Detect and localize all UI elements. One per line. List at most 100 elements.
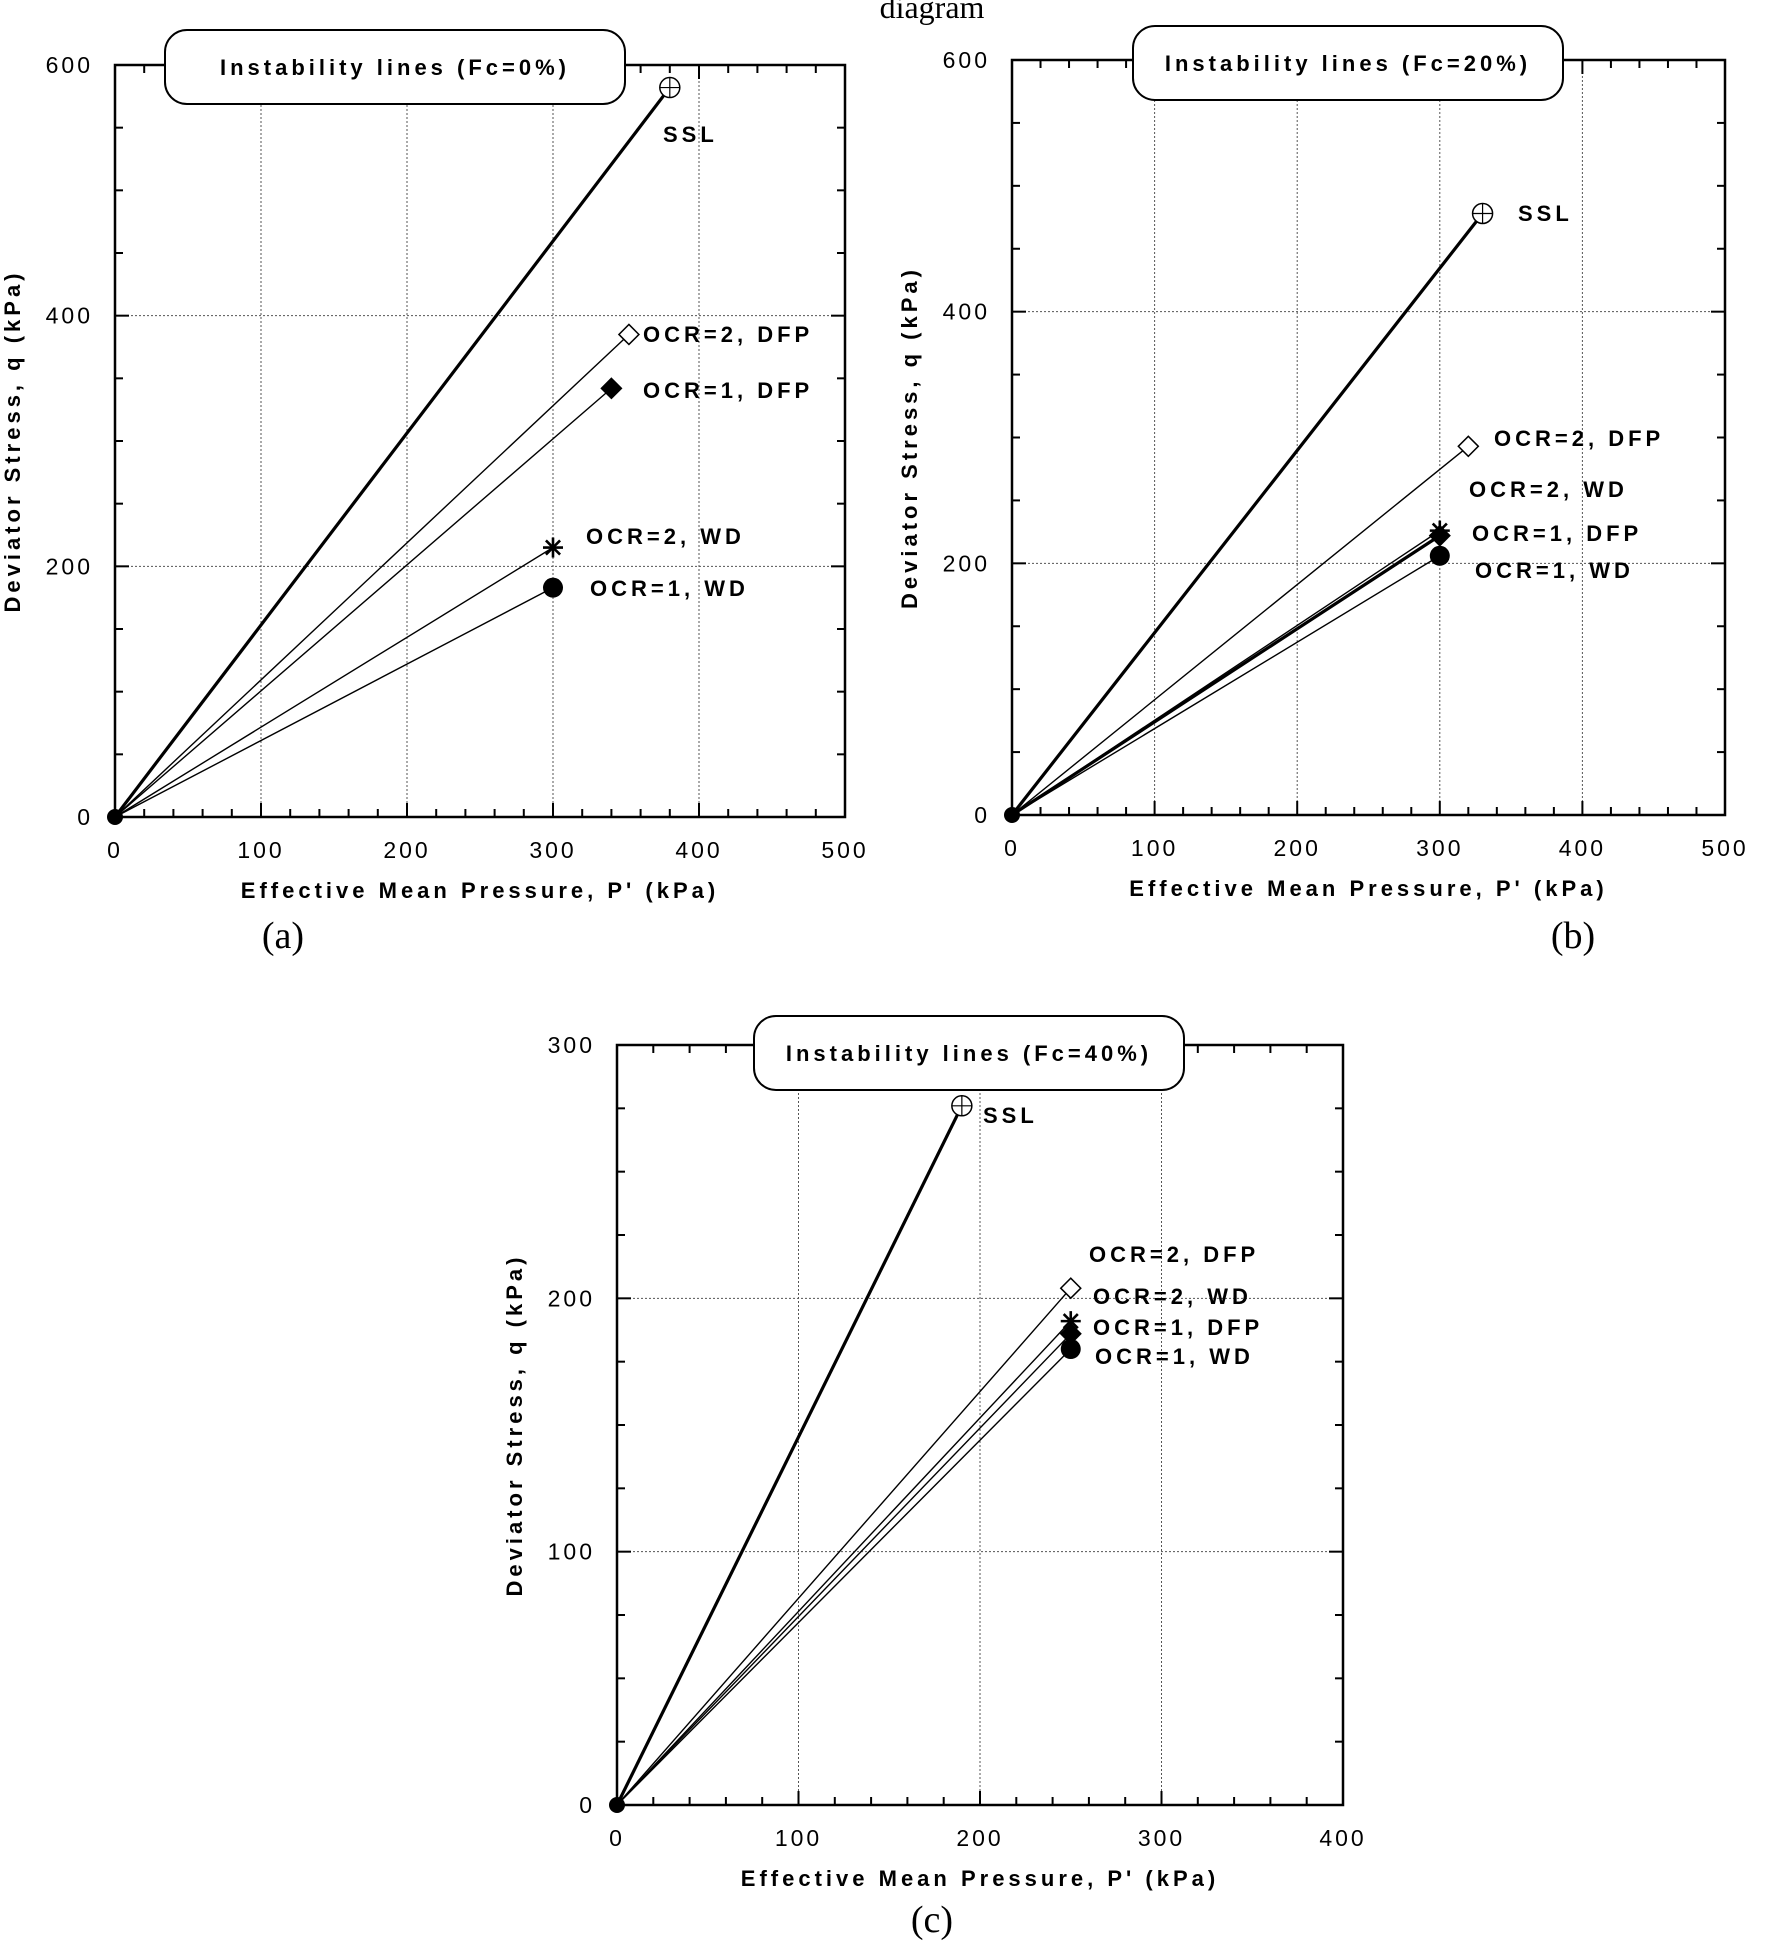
y-axis-label: Deviator Stress, q (kPa) <box>897 266 922 609</box>
chart-panel-a: 0 100 200 300 400 500 0 200 400 600 Effective Mean… <box>0 29 868 957</box>
chart-title-box <box>753 1015 1185 1091</box>
series-label: OCR=2, WD <box>1469 477 1628 502</box>
series-ocr-2-wd: OCR=2, WD <box>114 524 745 818</box>
series-ocr-1-dfp: OCR=1, DFP <box>1011 521 1642 817</box>
series-label: OCR=2, DFP <box>1494 426 1664 451</box>
chart-title-box <box>1132 25 1564 101</box>
chart-title-box <box>164 29 626 105</box>
series-line <box>113 86 672 818</box>
series-label: OCR=1, DFP <box>1472 521 1642 546</box>
series-line <box>616 1333 1072 1806</box>
series-label: OCR=1, WD <box>1095 1344 1254 1369</box>
y-tick-label: 0 <box>974 802 990 828</box>
series-ssl: SSL <box>615 1095 1038 1806</box>
x-tick-label: 100 <box>775 1825 822 1851</box>
y-axis-label: Deviator Stress, q (kPa) <box>0 270 25 613</box>
x-tick-label: 500 <box>821 837 868 863</box>
y-tick-label: 300 <box>548 1032 595 1058</box>
y-tick-label: 200 <box>943 550 990 576</box>
series-end-marker <box>1060 1311 1081 1332</box>
chart-title: Instability lines (Fc=20%) <box>1165 51 1531 76</box>
chart-panel-c: 0 100 200 300 400 0 100 200 300 Effective Mean Pr… <box>502 1015 1366 1941</box>
origin-marker <box>1004 807 1020 823</box>
series-line <box>1011 445 1469 816</box>
series-label: OCR=1, WD <box>1475 558 1634 583</box>
series-line <box>615 1105 964 1806</box>
y-axis-label: Deviator Stress, q (kPa) <box>502 1254 527 1597</box>
chart-title: Instability lines (Fc=40%) <box>786 1041 1152 1066</box>
panel-caption: (a) <box>262 915 304 957</box>
x-tick-label: 300 <box>1138 1825 1185 1851</box>
series-label: OCR=1, DFP <box>1093 1315 1263 1340</box>
series-ocr-1-dfp: OCR=1, DFP <box>114 377 813 818</box>
series-ocr-2-wd: OCR=2, WD <box>616 1284 1252 1806</box>
series-end-marker <box>1060 1339 1081 1359</box>
x-tick-label: 400 <box>1559 835 1606 861</box>
x-tick-label: 300 <box>529 837 576 863</box>
series-label: OCR=1, DFP <box>643 378 813 403</box>
series-label: OCR=2, WD <box>1093 1284 1252 1309</box>
series-end-marker <box>617 323 640 346</box>
x-tick-label: 200 <box>1274 835 1321 861</box>
series-ocr-2-dfp: OCR=2, DFP <box>114 322 813 818</box>
series-end-marker <box>1429 545 1450 566</box>
series-label: SSL <box>983 1103 1038 1128</box>
y-tick-label: 400 <box>943 299 990 325</box>
series-end-marker <box>1471 202 1494 225</box>
series-line <box>114 333 630 818</box>
y-tick-label: 200 <box>46 553 93 579</box>
chart-title: Instability lines (Fc=0%) <box>220 55 570 80</box>
series-label: SSL <box>663 122 718 147</box>
x-tick-label: 500 <box>1701 835 1748 861</box>
x-tick-label: 200 <box>956 1825 1003 1851</box>
y-tick-label: 100 <box>548 1539 595 1565</box>
x-tick-label: 400 <box>675 837 722 863</box>
series-label: SSL <box>1518 201 1573 226</box>
x-tick-label: 100 <box>1131 835 1178 861</box>
figure-top-caption: diagram <box>880 0 985 25</box>
x-tick-label: 400 <box>1319 1825 1366 1851</box>
series-label: OCR=2, WD <box>586 524 745 549</box>
series-line <box>616 1320 1072 1806</box>
x-axis-label: Effective Mean Pressure, P' (kPa) <box>1129 876 1607 901</box>
series-line <box>114 546 554 818</box>
series-ocr-2-dfp: OCR=2, DFP <box>1011 426 1664 816</box>
y-tick-label: 600 <box>943 47 990 73</box>
series-end-marker <box>543 577 563 598</box>
series-line <box>1010 212 1484 816</box>
series-ssl: SSL <box>113 76 718 818</box>
origin-marker <box>609 1797 625 1813</box>
series-label: OCR=2, DFP <box>1089 1242 1259 1267</box>
x-tick-label: 0 <box>1004 835 1020 861</box>
origin-marker <box>107 809 123 825</box>
series-end-marker <box>600 377 623 400</box>
series-label: OCR=1, WD <box>590 576 749 601</box>
x-tick-label: 300 <box>1416 835 1463 861</box>
plot-frame <box>113 63 847 819</box>
y-tick-label: 200 <box>548 1285 595 1311</box>
series-ocr-1-wd: OCR=1, WD <box>616 1339 1254 1806</box>
series-ssl: SSL <box>1010 201 1573 816</box>
series-line <box>114 587 554 818</box>
x-tick-label: 0 <box>107 837 123 863</box>
panel-caption: (b) <box>1551 915 1595 957</box>
series-label: OCR=2, DFP <box>643 322 813 347</box>
series-ocr-2-wd: OCR=2, WD <box>1011 477 1628 816</box>
panel-caption: (c) <box>911 1899 953 1941</box>
series-end-marker <box>543 537 563 558</box>
series-end-marker <box>659 76 681 99</box>
series-end-marker <box>1059 1277 1082 1300</box>
series-line <box>616 1287 1072 1806</box>
series-line <box>1011 555 1441 816</box>
x-tick-label: 0 <box>609 1825 625 1851</box>
y-tick-label: 0 <box>579 1792 595 1818</box>
series-end-marker <box>951 1095 973 1117</box>
x-tick-label: 200 <box>383 837 430 863</box>
y-tick-label: 0 <box>77 804 93 830</box>
y-tick-label: 400 <box>46 303 93 329</box>
series-line <box>114 387 612 818</box>
x-axis-label: Effective Mean Pressure, P' (kPa) <box>241 878 719 903</box>
series-end-marker <box>1457 435 1480 458</box>
series-ocr-1-wd: OCR=1, WD <box>1011 545 1634 816</box>
